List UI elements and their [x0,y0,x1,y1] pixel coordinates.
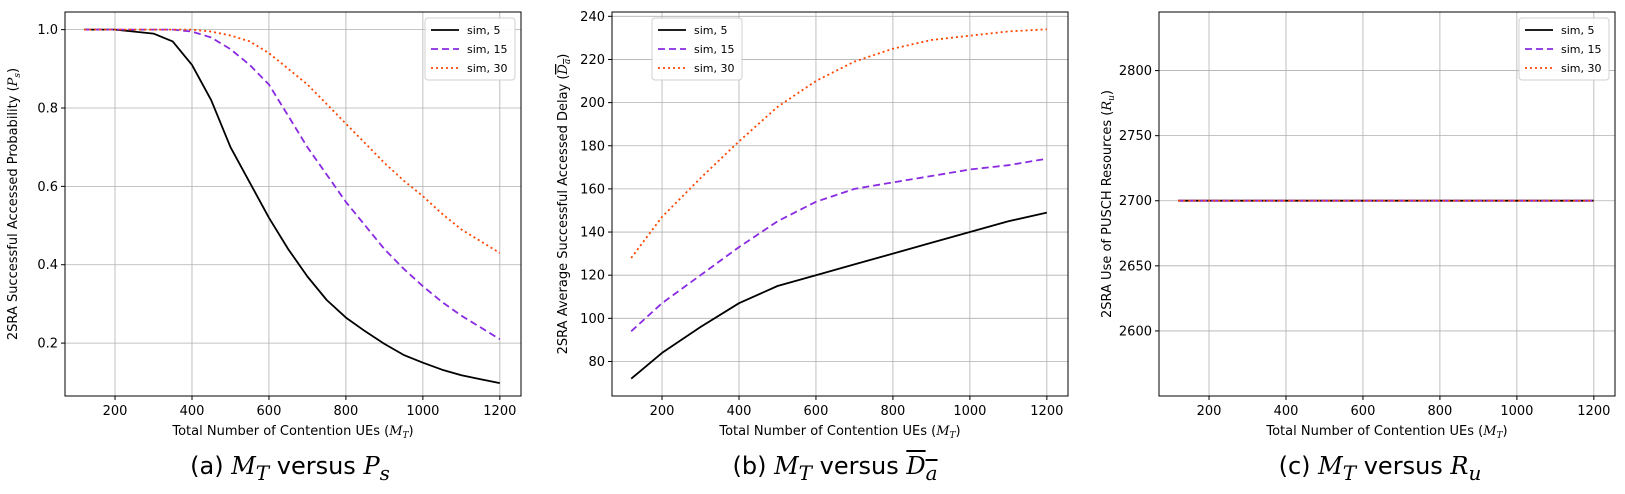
series-line-3 [630,28,1047,259]
y-tick-label: 200 [580,96,605,111]
y-tick-label: 100 [580,312,605,327]
y-tick-label: 2700 [1119,194,1152,209]
legend: sim, 5 sim, 15 sim, 30 [1518,17,1610,81]
x-tick-label: 800 [1427,404,1452,419]
y-tick-label: 240 [580,10,605,25]
legend: sim, 5 sim, 15 sim, 30 [424,17,516,81]
y-axis-label: 2SRA Use of PUSCH Resources (Ru) [1100,90,1117,318]
y-tick-label: 2800 [1119,64,1152,79]
x-tick-label: 200 [103,404,128,419]
x-axis-label: Total Number of Contention UEs (MT) [718,424,960,441]
axes-frame [64,11,522,397]
x-tick-label: 400 [180,404,205,419]
series-line-1 [84,28,500,384]
x-tick-label: 1200 [1030,404,1063,419]
legend-box [424,17,516,81]
x-tick-label: 400 [727,404,752,419]
y-tick-label: 0.4 [37,258,58,273]
legend: sim, 5 sim, 15 sim, 30 [651,17,743,81]
series-line-2 [84,28,501,340]
y-tick-label: 120 [580,269,605,284]
y-axis-label: 2SRA Average Successful Accessed Delay (… [556,54,573,355]
y-tick-label: 80 [588,355,605,370]
caption-a: (a) MT versus Ps [190,452,390,485]
series-line-2 [630,157,1047,332]
y-axis-label: 2SRA Successful Accessed Probability (Ps… [6,68,23,340]
legend-label-2: sim, 15 [1561,43,1602,56]
series-line-1 [630,211,1047,380]
x-axis-label: Total Number of Contention UEs (MT) [1265,424,1507,441]
x-tick-label: 600 [257,404,282,419]
x-axis-label: Total Number of Contention UEs (MT) [171,424,413,441]
legend-label-3: sim, 30 [467,62,508,75]
x-tick-label: 600 [1351,404,1376,419]
x-tick-label: 600 [804,404,829,419]
y-tick-label: 1.0 [37,23,58,38]
y-tick-label: 0.8 [37,102,58,117]
chart-panel-1: 200 400 600 800 1000 1200 0.2 0.4 0.6 0.8 1.0 Total… [6,11,522,441]
legend-label-2: sim, 15 [694,43,735,56]
axes-frame [1158,11,1616,397]
y-tick-label: 220 [580,53,605,68]
y-tick-label: 0.2 [37,337,58,352]
y-tick-label: 140 [580,226,605,241]
y-tick-label: 160 [580,182,605,197]
x-tick-label: 1200 [483,404,516,419]
y-tick-label: 180 [580,139,605,154]
y-tick-label: 0.6 [37,180,58,195]
x-tick-label: 800 [880,404,905,419]
y-tick-label: 2650 [1119,259,1152,274]
x-tick-label: 1000 [1500,404,1533,419]
x-tick-label: 400 [1274,404,1299,419]
caption-c: (c) MT versus Ru [1278,452,1482,485]
legend-label-1: sim, 5 [467,24,501,37]
legend-box [651,17,743,81]
axes-frame [611,11,1069,397]
caption-b: (b) MT versus Da [732,452,938,485]
legend-label-3: sim, 30 [1561,62,1602,75]
legend-label-1: sim, 5 [694,24,728,37]
x-tick-label: 1000 [406,404,439,419]
chart-panel-3: 200 400 600 800 1000 1200 2600 2650 2700 2750 2800… [1100,11,1616,441]
legend-label-2: sim, 15 [467,43,508,56]
y-tick-label: 2600 [1119,324,1152,339]
x-tick-label: 800 [333,404,358,419]
legend-box [1518,17,1610,81]
legend-label-3: sim, 30 [694,62,735,75]
legend-label-1: sim, 5 [1561,24,1595,37]
x-tick-label: 200 [1197,404,1222,419]
y-tick-label: 2750 [1119,129,1152,144]
x-tick-label: 1000 [953,404,986,419]
x-tick-label: 1200 [1577,404,1610,419]
x-tick-label: 200 [650,404,675,419]
chart-panel-2: 200 400 600 800 1000 1200 80 100 120 140 160 180 200… [556,10,1069,441]
